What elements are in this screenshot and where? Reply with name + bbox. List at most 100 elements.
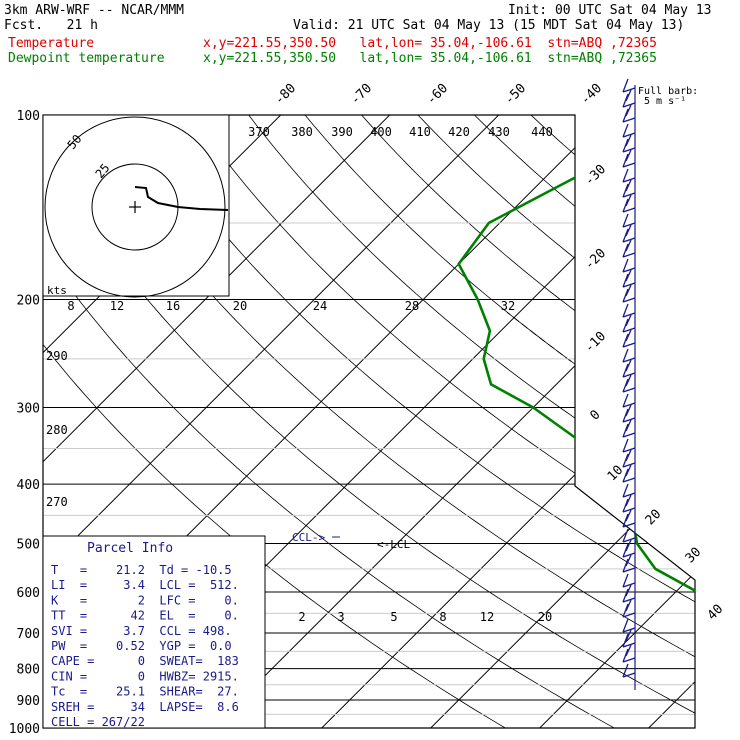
theta-label: 420 xyxy=(448,125,470,139)
dry-adiabat xyxy=(231,115,695,728)
isotherm-line xyxy=(199,115,695,728)
theta-side-label: 290 xyxy=(46,349,68,363)
hodograph-ring-50 xyxy=(44,116,226,298)
wind-barb xyxy=(622,239,636,258)
wind-barb xyxy=(622,449,636,468)
pressure-tick-label: 300 xyxy=(17,401,40,416)
parcel-info-row: SREH = 34 LAPSE= 8.6 xyxy=(51,700,239,714)
theta-label: 410 xyxy=(409,125,431,139)
wind-barb xyxy=(622,78,636,93)
isotherm-line xyxy=(43,115,419,728)
dry-adiabat xyxy=(176,115,695,728)
parcel-info-row: CELL = 267/22 xyxy=(51,715,145,729)
wind-barb xyxy=(622,224,636,243)
parcel-info-row: Tc = 25.1 SHEAR= 27. xyxy=(51,685,239,699)
theta-label: 390 xyxy=(331,125,353,139)
wind-barb xyxy=(622,194,636,213)
hodo-speed-label: 16 xyxy=(166,299,180,313)
isotherm-line xyxy=(308,115,695,728)
valid-time: Valid: 21 UTC Sat 04 May 13 (15 MDT Sat … xyxy=(293,18,685,33)
mixing-ratio-label: 5 xyxy=(390,610,397,624)
isotherm-line xyxy=(526,115,695,728)
isotherm-label: 20 xyxy=(643,507,665,529)
dewpoint-trace xyxy=(457,115,695,670)
hodo-speed-label: 20 xyxy=(233,299,247,313)
isotherm-label: -10 xyxy=(582,329,609,356)
wind-barb xyxy=(622,104,636,123)
init-time: Init: 00 UTC Sat 04 May 13 xyxy=(508,3,712,18)
wind-barb xyxy=(622,269,636,288)
lcl-marker: <-LCL xyxy=(377,538,410,551)
dry-adiabat xyxy=(452,115,695,728)
wind-barb xyxy=(622,644,636,663)
model-title: 3km ARW-WRF -- NCAR/MMM xyxy=(4,3,185,18)
wind-barb xyxy=(622,539,636,558)
parcel-info-row: SVI = 3.7 CCL = 498. xyxy=(51,624,232,638)
parcel-info-row: T = 21.2 Td = -10.5 xyxy=(51,563,232,577)
dry-adiabat xyxy=(728,92,740,740)
parcel-info-row: LI = 3.4 LCL = 512. xyxy=(51,578,239,592)
wind-barb xyxy=(622,528,636,543)
wind-barb xyxy=(622,329,636,348)
pressure-tick-label: 200 xyxy=(17,294,40,309)
dry-adiabat xyxy=(672,115,695,728)
pressure-tick-label: 700 xyxy=(17,627,40,642)
wind-barb xyxy=(622,393,636,408)
pressure-tick-label: 800 xyxy=(17,663,40,678)
wind-barb xyxy=(622,584,636,603)
wind-barb xyxy=(622,599,636,618)
wind-barb xyxy=(622,554,636,573)
theta-label: 370 xyxy=(248,125,270,139)
dry-adiabat xyxy=(341,115,695,728)
wind-barb xyxy=(622,149,636,168)
isotherm-label: -80 xyxy=(272,81,299,108)
ccl-marker: CCL-> xyxy=(292,531,325,544)
mixing-ratio-label: 2 xyxy=(298,610,305,624)
wind-barb xyxy=(622,629,636,648)
pressure-tick-label: 500 xyxy=(17,537,40,552)
parcel-info-row: CAPE = 0 SWEAT= 183 xyxy=(51,654,239,668)
theta-side-label: 280 xyxy=(46,423,68,437)
pressure-tick-label: 1000 xyxy=(9,722,40,737)
dry-adiabat xyxy=(562,115,695,728)
wind-barb xyxy=(622,419,636,438)
barb-legend: Full barb: xyxy=(638,86,698,97)
wind-barb xyxy=(622,483,636,498)
isotherm-label: 40 xyxy=(705,602,727,624)
wind-barb xyxy=(622,258,636,273)
wind-barb xyxy=(622,168,636,183)
parcel-info-row: K = 2 LFC = 0. xyxy=(51,593,239,607)
dewpoint-location: x,y=221.55,350.50 lat,lon= 35.04,-106.61… xyxy=(203,51,657,66)
theta-side-label: 270 xyxy=(46,495,68,509)
pressure-tick-label: 900 xyxy=(17,694,40,709)
isotherm-label: -50 xyxy=(502,81,529,108)
theta-label: 440 xyxy=(531,125,553,139)
theta-label: 380 xyxy=(291,125,313,139)
isotherm-line xyxy=(43,115,528,728)
wind-barb xyxy=(622,618,636,633)
moist-adiabat xyxy=(646,312,695,728)
parcel-info-row: TT = 42 EL = 0. xyxy=(51,609,239,623)
isotherm-label: -70 xyxy=(348,81,375,108)
wind-barb xyxy=(622,573,636,588)
barb-legend-units: 5 m s⁻¹ xyxy=(644,96,686,107)
mixing-ratio-label: 8 xyxy=(439,610,446,624)
isotherm-label: -40 xyxy=(578,81,605,108)
isotherm-label: -20 xyxy=(582,246,609,273)
hodo-speed-label: 32 xyxy=(501,299,515,313)
mixing-ratio-label: 3 xyxy=(337,610,344,624)
isotherm-line xyxy=(635,115,695,728)
isotherm-label: 0 xyxy=(587,407,603,423)
isotherm-line xyxy=(417,115,695,728)
isotherm-label: -60 xyxy=(424,81,451,108)
parcel-info-row: PW = 0.52 YGP = 0.0 xyxy=(51,639,232,653)
isotherm-label: -30 xyxy=(582,162,609,189)
pressure-tick-label: 100 xyxy=(17,109,40,124)
pressure-tick-label: 400 xyxy=(17,478,40,493)
hodograph-units-label: kts xyxy=(47,284,67,297)
forecast-hour: Fcst. 21 h xyxy=(4,18,98,33)
wind-barb xyxy=(622,663,636,678)
wind-barb xyxy=(622,494,636,513)
